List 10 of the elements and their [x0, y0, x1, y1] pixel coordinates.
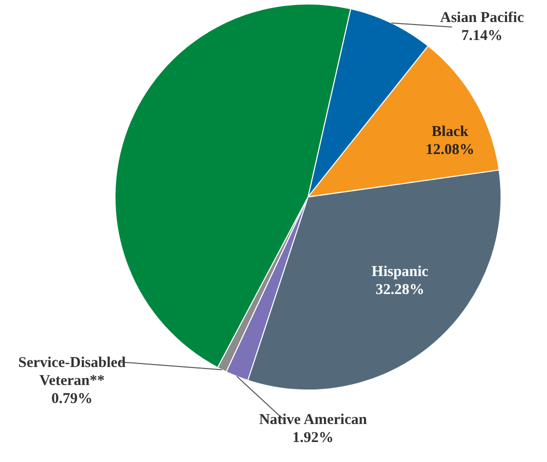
slice-label: Asian Pacific [440, 10, 524, 26]
slice-label: Black [432, 124, 469, 140]
data-label: 7.14% [461, 28, 503, 44]
data-label: 12.08% [426, 142, 474, 158]
slice-label: Native American [259, 412, 368, 428]
data-label: 1.92% [292, 430, 334, 446]
data-label: 32.28% [376, 282, 424, 298]
slice-label: Service-Disabled Veteran** [18, 355, 126, 389]
slice-label: Hispanic [372, 264, 429, 280]
data-label: 0.79% [51, 391, 93, 407]
